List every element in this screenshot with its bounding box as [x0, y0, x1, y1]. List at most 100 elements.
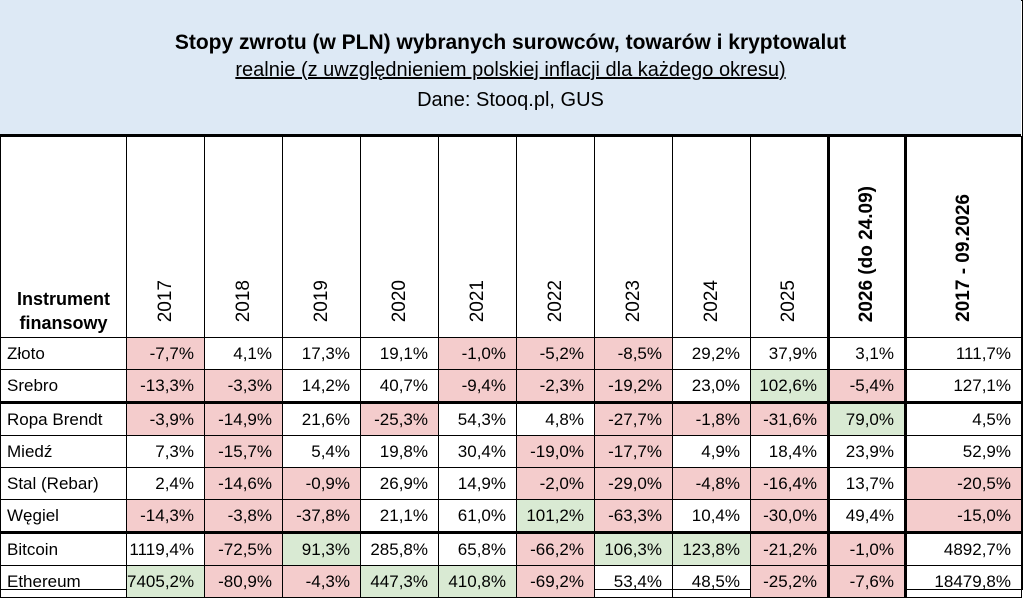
title-box: Stopy zwrotu (w PLN) wybranych surowców,… [0, 0, 1021, 136]
column-header-label: 2025 [778, 279, 799, 322]
return-cell: 79,0% [827, 401, 907, 436]
return-cell: -14,3% [126, 499, 205, 533]
return-cell: -8,5% [594, 337, 673, 370]
page-title: Stopy zwrotu (w PLN) wybranych surowców,… [174, 31, 847, 54]
return-cell: -19,2% [594, 369, 673, 403]
instrument-name: Stal (Rebar) [0, 467, 127, 500]
return-cell: 7405,2% [126, 565, 205, 598]
return-cell: 4,1% [204, 337, 283, 370]
column-header: 2026 (do 24.09) [827, 136, 907, 338]
return-cell: 4,5% [905, 401, 1022, 436]
instrument-name: Miedź [0, 435, 127, 468]
return-cell: -7,7% [126, 337, 205, 370]
return-cell: 91,3% [282, 531, 361, 566]
instrument-name: Złoto [0, 337, 127, 370]
return-cell: -4,8% [672, 467, 751, 500]
column-header: 2019 [282, 136, 361, 338]
return-cell: 410,8% [438, 565, 517, 598]
return-cell: 7,3% [126, 435, 205, 468]
return-cell: 40,7% [360, 369, 439, 403]
column-header: 2017 - 09.2026 [905, 136, 1022, 338]
table-row: Ethereum 7405,2% -80,9% -4,3% 447,3% 410,8% -6… [0, 565, 1022, 598]
column-header-label: 2022 [544, 279, 566, 322]
column-header-label: 2026 (do 24.09) [856, 185, 877, 322]
return-cell: 18479,8% [905, 565, 1022, 598]
return-cell: -17,7% [594, 435, 673, 468]
return-cell: 52,9% [905, 435, 1022, 468]
table-row: Srebro -13,3% -3,3% 14,2% 40,7% -9,4% -2,3% -19… [0, 369, 1022, 403]
column-header-label: 2019 [310, 279, 332, 322]
return-cell: -29,0% [594, 467, 673, 500]
return-cell: -20,5% [905, 467, 1022, 500]
table-row: Miedź 7,3% -15,7% 5,4% 19,8% 30,4% -19,0% -17,7… [0, 435, 1022, 468]
table-row: Ropa Brendt -3,9% -14,9% 21,6% -25,3% 54,3% 4,… [0, 401, 1022, 436]
return-cell: 123,8% [672, 531, 751, 566]
return-cell: -14,6% [204, 467, 283, 500]
table-row: Złoto -7,7% 4,1% 17,3% 19,1% -1,0% -5,2% -8,5% 2… [0, 337, 1022, 370]
return-cell: 61,0% [438, 499, 517, 533]
page-subtitle: realnie (z uwzględnieniem polskiej infla… [235, 59, 786, 81]
return-cell: -25,3% [360, 401, 439, 436]
instrument-header: Instrument finansowy [0, 136, 127, 338]
column-header-label: 2024 [700, 279, 722, 322]
column-header: 2020 [360, 136, 439, 338]
column-header: 2022 [516, 136, 595, 338]
return-cell: -7,6% [827, 565, 907, 598]
return-cell: -27,7% [594, 401, 673, 436]
return-cell: -69,2% [516, 565, 595, 598]
column-header-label: 2017 [154, 279, 176, 322]
return-cell: 447,3% [360, 565, 439, 598]
returns-table: Instrument finansowy 2017 2018 2019 2020 202… [0, 136, 1022, 598]
return-cell: 23,9% [827, 435, 907, 468]
return-cell: -16,4% [750, 467, 829, 500]
return-cell: -15,7% [204, 435, 283, 468]
column-header: 2025 [750, 136, 829, 338]
instrument-name: Srebro [0, 369, 127, 403]
return-cell: -21,2% [750, 531, 829, 566]
return-cell: -2,3% [516, 369, 595, 403]
return-cell: -2,0% [516, 467, 595, 500]
return-cell: 3,1% [827, 337, 907, 370]
return-cell: 30,4% [438, 435, 517, 468]
instrument-name: Ropa Brendt [0, 401, 127, 436]
return-cell: 19,1% [360, 337, 439, 370]
return-cell: 65,8% [438, 531, 517, 566]
return-cell: 53,4% [594, 565, 673, 598]
return-cell: 26,9% [360, 467, 439, 500]
return-cell: -5,4% [827, 369, 907, 403]
instrument-name: Ethereum [0, 565, 127, 598]
return-cell: -31,6% [750, 401, 829, 436]
return-cell: 48,5% [672, 565, 751, 598]
return-cell: -25,2% [750, 565, 829, 598]
return-cell: 2,4% [126, 467, 205, 500]
return-cell: 102,6% [750, 369, 829, 403]
return-cell: -0,9% [282, 467, 361, 500]
return-cell: 13,7% [827, 467, 907, 500]
instrument-name: Bitcoin [0, 531, 127, 566]
return-cell: -80,9% [204, 565, 283, 598]
return-cell: -37,8% [282, 499, 361, 533]
return-cell: -13,3% [126, 369, 205, 403]
column-header: 2024 [672, 136, 751, 338]
return-cell: 18,4% [750, 435, 829, 468]
return-cell: 10,4% [672, 499, 751, 533]
return-cell: 21,1% [360, 499, 439, 533]
return-cell: -4,3% [282, 565, 361, 598]
return-cell: 106,3% [594, 531, 673, 566]
return-cell: 4892,7% [905, 531, 1022, 566]
return-cell: -1,0% [827, 531, 907, 566]
return-cell: -63,3% [594, 499, 673, 533]
column-header: 2023 [594, 136, 673, 338]
return-cell: 4,8% [516, 401, 595, 436]
return-cell: -19,0% [516, 435, 595, 468]
return-cell: 21,6% [282, 401, 361, 436]
return-cell: 23,0% [672, 369, 751, 403]
return-cell: -3,3% [204, 369, 283, 403]
return-cell: 1119,4% [126, 531, 205, 566]
return-cell: -72,5% [204, 531, 283, 566]
column-header: 2021 [438, 136, 517, 338]
column-header-label: 2023 [622, 279, 644, 322]
return-cell: 49,4% [827, 499, 907, 533]
return-cell: 111,7% [905, 337, 1022, 370]
column-header-label: 2021 [466, 279, 488, 322]
